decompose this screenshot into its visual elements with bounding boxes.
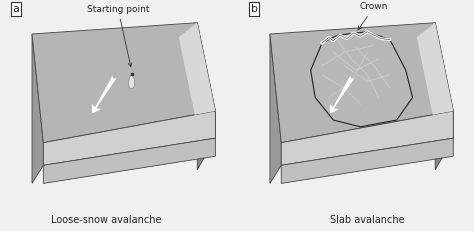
Polygon shape	[32, 23, 215, 143]
Text: Starting point: Starting point	[87, 5, 149, 67]
Text: a: a	[13, 4, 19, 14]
Polygon shape	[179, 23, 215, 115]
Polygon shape	[310, 32, 412, 127]
Polygon shape	[270, 23, 453, 143]
Polygon shape	[43, 111, 215, 165]
Text: Slab avalanche: Slab avalanche	[330, 215, 405, 225]
Polygon shape	[43, 138, 215, 183]
Polygon shape	[197, 23, 215, 170]
Polygon shape	[435, 23, 453, 170]
Text: Crown: Crown	[358, 2, 388, 30]
Polygon shape	[128, 74, 135, 89]
Polygon shape	[270, 34, 281, 183]
Polygon shape	[417, 23, 453, 115]
Text: b: b	[251, 4, 257, 14]
Polygon shape	[281, 111, 453, 165]
Polygon shape	[32, 34, 43, 183]
Text: Loose-snow avalanche: Loose-snow avalanche	[52, 215, 162, 225]
Polygon shape	[281, 138, 453, 183]
